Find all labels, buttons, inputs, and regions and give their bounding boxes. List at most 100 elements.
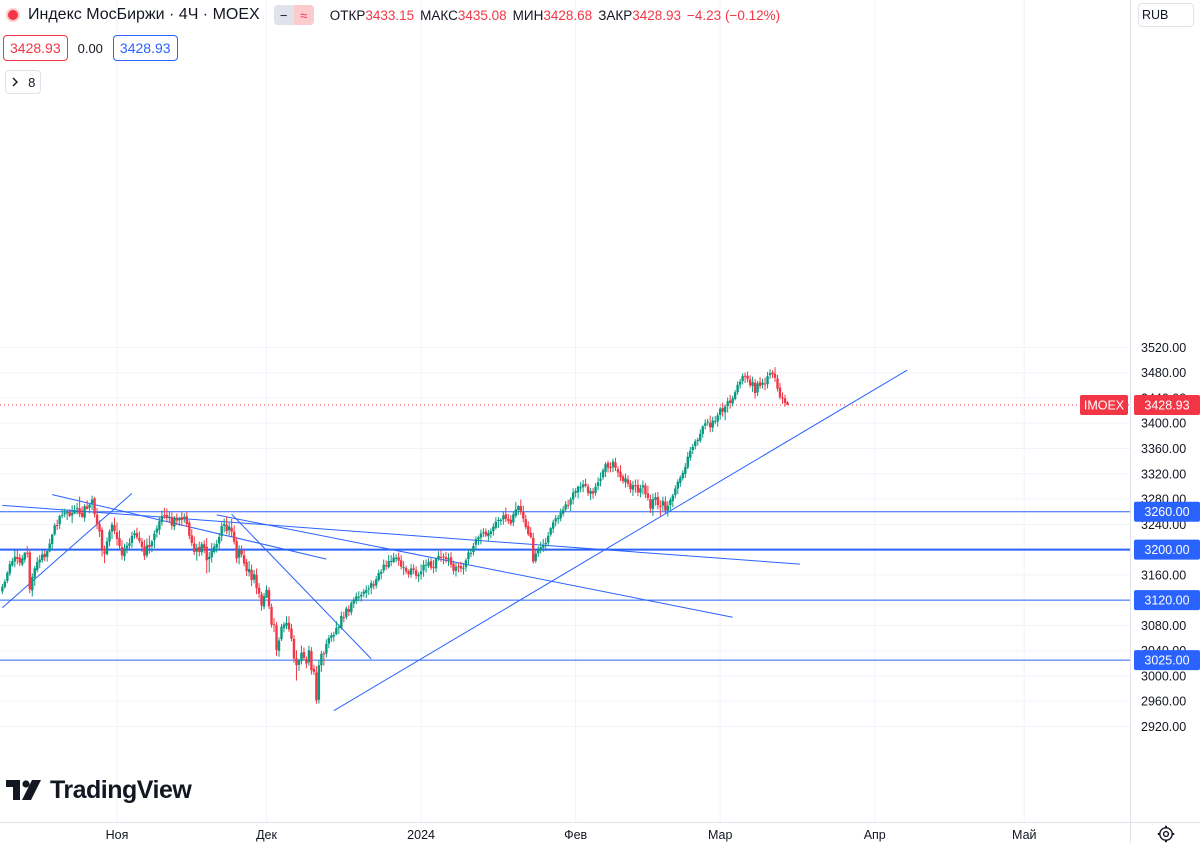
candle-body	[160, 515, 164, 522]
market-status-dot[interactable]	[6, 8, 20, 22]
candle-body	[178, 518, 181, 521]
candle-body	[277, 640, 281, 651]
candle-body	[444, 557, 448, 560]
candle-body	[245, 562, 248, 572]
candle-body	[350, 603, 353, 613]
candle-body	[75, 508, 79, 510]
candle-body	[335, 627, 338, 635]
candle-body	[255, 574, 258, 589]
trade-buttons: 3428.93 0.00 3428.93	[3, 35, 178, 61]
time-tick-label: Апр	[864, 828, 886, 842]
price-tick-label: 3160.00	[1141, 568, 1186, 582]
candle-body	[322, 653, 326, 655]
candle-body	[537, 549, 540, 554]
price-tick-label: 3000.00	[1141, 669, 1186, 683]
candle-body	[265, 589, 268, 598]
candle-body	[21, 558, 24, 565]
candle-body	[751, 382, 754, 387]
candle-body	[11, 561, 14, 566]
candle-body	[357, 596, 360, 598]
candle-body	[235, 541, 238, 559]
trendline	[2, 492, 133, 609]
candle-body	[297, 660, 301, 665]
candle-body	[676, 481, 680, 489]
candle-body	[564, 504, 567, 510]
currency-button[interactable]: RUB	[1138, 3, 1194, 27]
candle-body	[65, 512, 69, 514]
candle-body	[295, 658, 298, 666]
candle-body	[93, 498, 96, 515]
trendlines	[2, 369, 908, 712]
candle-body	[78, 508, 81, 514]
candle-body	[519, 506, 522, 512]
candle-body	[215, 544, 218, 548]
candle-body	[422, 564, 425, 571]
candle-body	[581, 484, 585, 488]
candle-body	[474, 539, 478, 545]
close-value: 3428.93	[632, 7, 682, 23]
price-axis[interactable]: 3520.003480.003440.003400.003360.003320.…	[1130, 0, 1187, 843]
candle-body	[559, 512, 562, 519]
candle-body	[494, 521, 498, 528]
gear-icon[interactable]	[1155, 823, 1177, 843]
candle-body	[626, 479, 630, 484]
candle-body	[704, 423, 707, 426]
candle-body	[105, 541, 109, 555]
candle-body	[232, 531, 236, 542]
candle-body	[46, 551, 49, 557]
candle-body	[534, 553, 537, 561]
candle-body	[671, 495, 675, 502]
candle-body	[586, 486, 590, 493]
candle-body	[355, 596, 358, 602]
candle-body	[63, 512, 66, 515]
axis-badges: 3260.00 3200.00 3120.00 3025.00 IMOEX 3428.93	[1080, 394, 1200, 671]
candle-body	[606, 462, 610, 468]
sell-button[interactable]: 3428.93	[3, 35, 68, 61]
indicators-count: 8	[28, 74, 36, 90]
candle-body	[417, 574, 420, 577]
buy-button[interactable]: 3428.93	[112, 35, 178, 61]
candle-body	[412, 568, 415, 570]
candle-body	[669, 499, 672, 506]
candle-body	[175, 518, 179, 521]
candle-body	[113, 525, 116, 531]
candle-body	[153, 533, 156, 541]
candle-body	[467, 552, 470, 560]
candle-body	[596, 482, 600, 487]
candle-body	[203, 544, 206, 548]
candle-body	[454, 566, 458, 571]
price-change: −4.23 (−0.12%)	[687, 7, 781, 23]
price-tick-label: 3080.00	[1141, 619, 1186, 633]
candle-body	[90, 499, 94, 504]
candle-body	[337, 626, 341, 628]
price-tick-label: 2960.00	[1141, 695, 1186, 709]
price-level-badge	[1134, 539, 1200, 560]
candle-body	[609, 467, 612, 469]
high-label: МАКС	[420, 7, 458, 23]
symbol-title[interactable]: Индекс МосБиржи · 4Ч · MOEX	[28, 6, 260, 23]
candle-body	[514, 509, 517, 516]
candle-body	[302, 652, 306, 658]
candle-body	[497, 519, 500, 521]
indicators-toggle[interactable]: 8	[5, 70, 41, 94]
candle-body	[689, 450, 692, 458]
candle-body	[402, 567, 405, 569]
candle-body	[317, 665, 321, 700]
candle-body	[507, 518, 510, 521]
approx-icon[interactable]: ≈	[293, 5, 314, 25]
candle-body	[664, 501, 667, 511]
candle-body	[741, 376, 744, 382]
minus-icon[interactable]: −	[273, 5, 294, 25]
candle-body	[382, 564, 385, 571]
candle-body	[624, 478, 627, 483]
time-axis[interactable]: Ноя Дек 2024 Фев Мар Апр Май	[0, 822, 1200, 843]
tradingview-mark-icon	[6, 779, 41, 800]
candle-body	[285, 622, 288, 626]
candle-body	[392, 557, 395, 562]
candle-body	[237, 549, 241, 558]
candle-body	[230, 527, 233, 532]
candle-body	[699, 433, 702, 441]
candle-body	[654, 497, 657, 500]
tradingview-logo[interactable]: TradingView	[6, 776, 192, 805]
